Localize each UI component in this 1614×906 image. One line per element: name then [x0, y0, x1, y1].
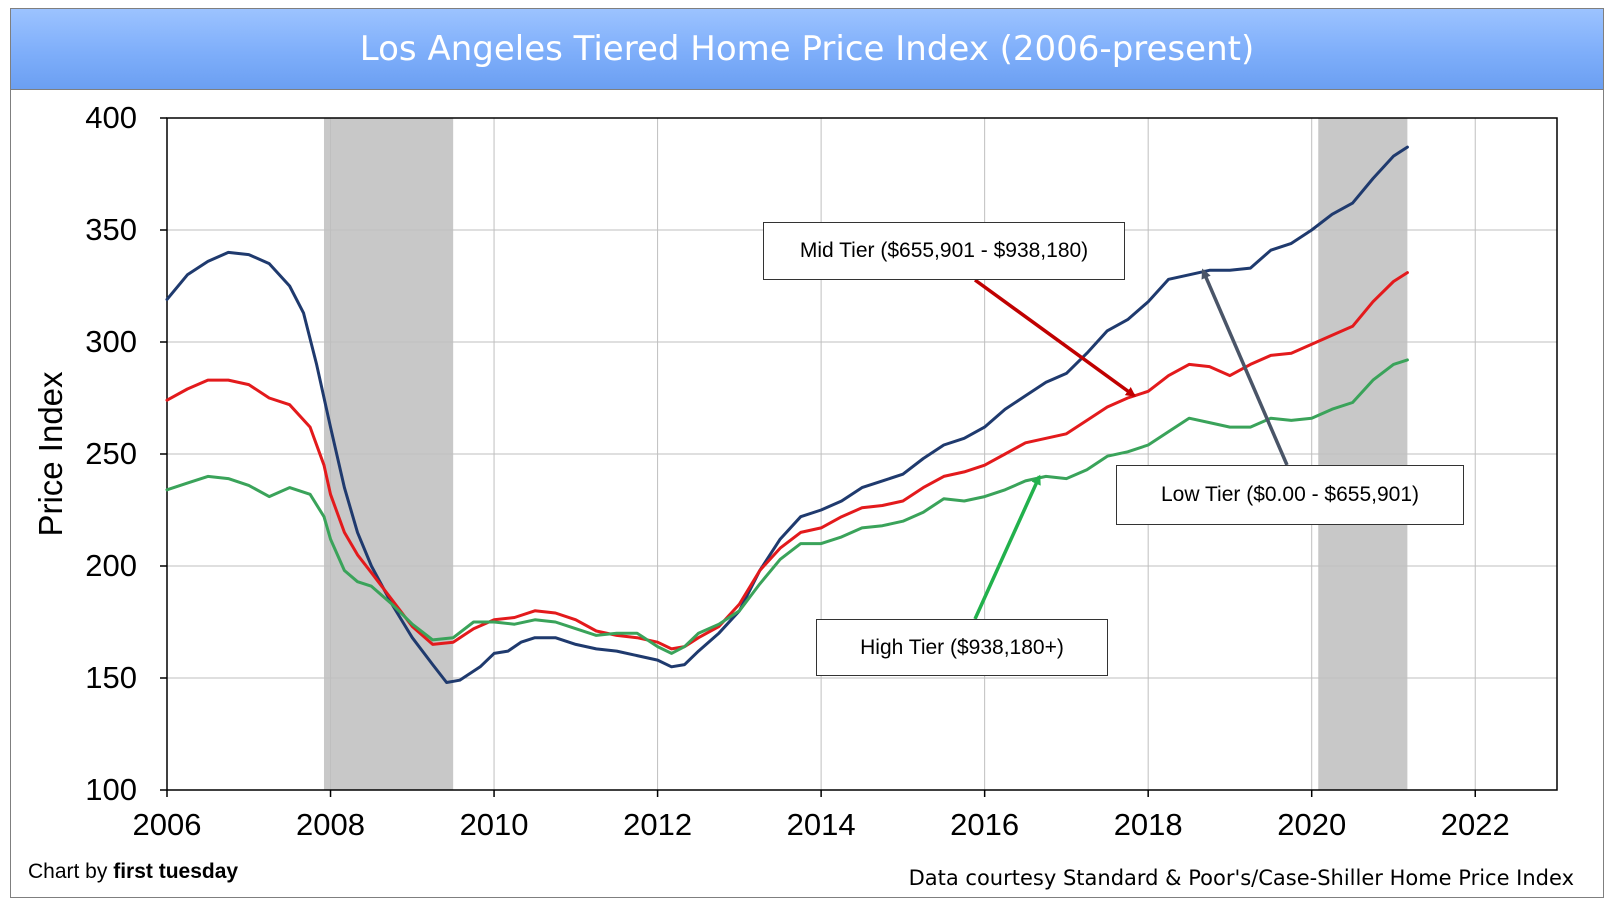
x-tick-label: 2018 — [1114, 807, 1183, 842]
data-source-credit: Data courtesy Standard & Poor's/Case-Shi… — [908, 866, 1574, 890]
x-tick-label: 2008 — [296, 807, 365, 842]
annotation-high-tier: High Tier ($938,180+) — [816, 619, 1108, 676]
x-tick-label: 2012 — [623, 807, 692, 842]
y-tick-label: 300 — [85, 324, 137, 359]
credit-prefix: Chart by — [28, 860, 114, 883]
chart-credit: Chart by first tuesday — [28, 860, 238, 884]
y-tick-label: 150 — [85, 660, 137, 695]
annotation-arrow-mid — [973, 278, 1136, 398]
annotation-low-tier: Low Tier ($0.00 - $655,901) — [1116, 465, 1464, 525]
x-tick-label: 2016 — [950, 807, 1019, 842]
series-line-mid — [165, 271, 1409, 651]
y-tick-label: 100 — [85, 772, 137, 807]
y-tick-label: 400 — [85, 100, 137, 135]
x-tick-label: 2022 — [1441, 807, 1510, 842]
x-tick-label: 2010 — [460, 807, 529, 842]
annotation-arrow-high — [973, 474, 1042, 620]
annotation-mid-tier: Mid Tier ($655,901 - $938,180) — [763, 222, 1125, 280]
series-line-high — [165, 358, 1409, 655]
credit-brand: first tuesday — [113, 860, 239, 883]
y-axis-label: Price Index — [32, 371, 69, 537]
x-tick-label: 2006 — [133, 807, 202, 842]
x-tick-label: 2014 — [787, 807, 856, 842]
chart-title-bar: Los Angeles Tiered Home Price Index (200… — [10, 8, 1604, 90]
x-tick-label: 2020 — [1277, 807, 1346, 842]
y-tick-label: 350 — [85, 212, 137, 247]
y-tick-label: 250 — [85, 436, 137, 471]
chart-title: Los Angeles Tiered Home Price Index (200… — [359, 29, 1255, 69]
annotation-arrow-low — [1201, 268, 1289, 466]
y-tick-label: 200 — [85, 548, 137, 583]
